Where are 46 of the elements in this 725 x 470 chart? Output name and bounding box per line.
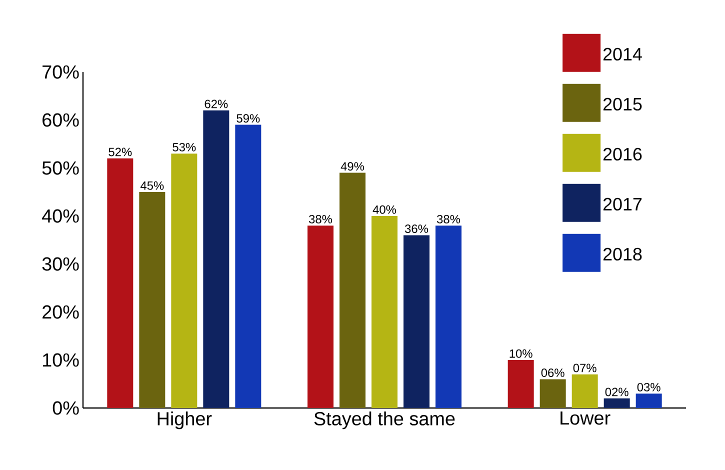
data-label: 02% xyxy=(605,388,628,396)
x-tick-label: Stayed the same xyxy=(314,412,455,430)
bar xyxy=(436,226,462,408)
bar xyxy=(308,226,334,408)
bar xyxy=(508,360,534,408)
y-tick-label: 60% xyxy=(42,113,79,127)
y-tick-label: 70% xyxy=(42,65,79,79)
data-label: 03% xyxy=(637,382,660,392)
data-label: 59% xyxy=(236,114,260,123)
bar xyxy=(107,158,134,408)
y-tick-label: 20% xyxy=(42,305,79,319)
bar xyxy=(572,374,598,408)
data-label: 06% xyxy=(541,368,564,377)
y-tick-label: 10% xyxy=(43,353,79,367)
x-tick-label: Lower xyxy=(560,412,610,425)
data-label: 36% xyxy=(404,224,428,233)
bar xyxy=(404,235,430,408)
y-tick-label: 30% xyxy=(42,257,79,271)
data-label: 49% xyxy=(340,162,364,171)
legend-label: 2014 xyxy=(603,48,642,61)
data-label: 38% xyxy=(308,214,332,224)
legend-label: 2017 xyxy=(603,198,642,211)
data-label: 62% xyxy=(204,100,228,108)
bar xyxy=(604,398,630,408)
y-tick-label: 50% xyxy=(42,161,79,175)
bar xyxy=(203,110,230,408)
data-label: 10% xyxy=(510,349,532,358)
legend-label: 2018 xyxy=(603,248,642,261)
bar xyxy=(540,379,566,408)
data-label: 45% xyxy=(140,181,164,190)
data-label: 40% xyxy=(372,205,396,214)
x-tick-label: Higher xyxy=(158,412,212,430)
legend-label: 2015 xyxy=(603,98,642,111)
bar xyxy=(372,216,398,408)
bar xyxy=(340,172,366,408)
data-label: 07% xyxy=(573,364,596,372)
bar xyxy=(139,192,166,408)
data-label: 52% xyxy=(108,148,132,156)
bar xyxy=(235,124,262,408)
bar xyxy=(171,154,198,408)
data-label: 53% xyxy=(172,142,196,152)
y-tick-label: 40% xyxy=(42,209,79,223)
bar xyxy=(636,394,662,408)
data-label: 38% xyxy=(436,214,460,224)
legend-label: 2016 xyxy=(603,148,642,161)
y-tick-label: 0% xyxy=(52,401,79,415)
